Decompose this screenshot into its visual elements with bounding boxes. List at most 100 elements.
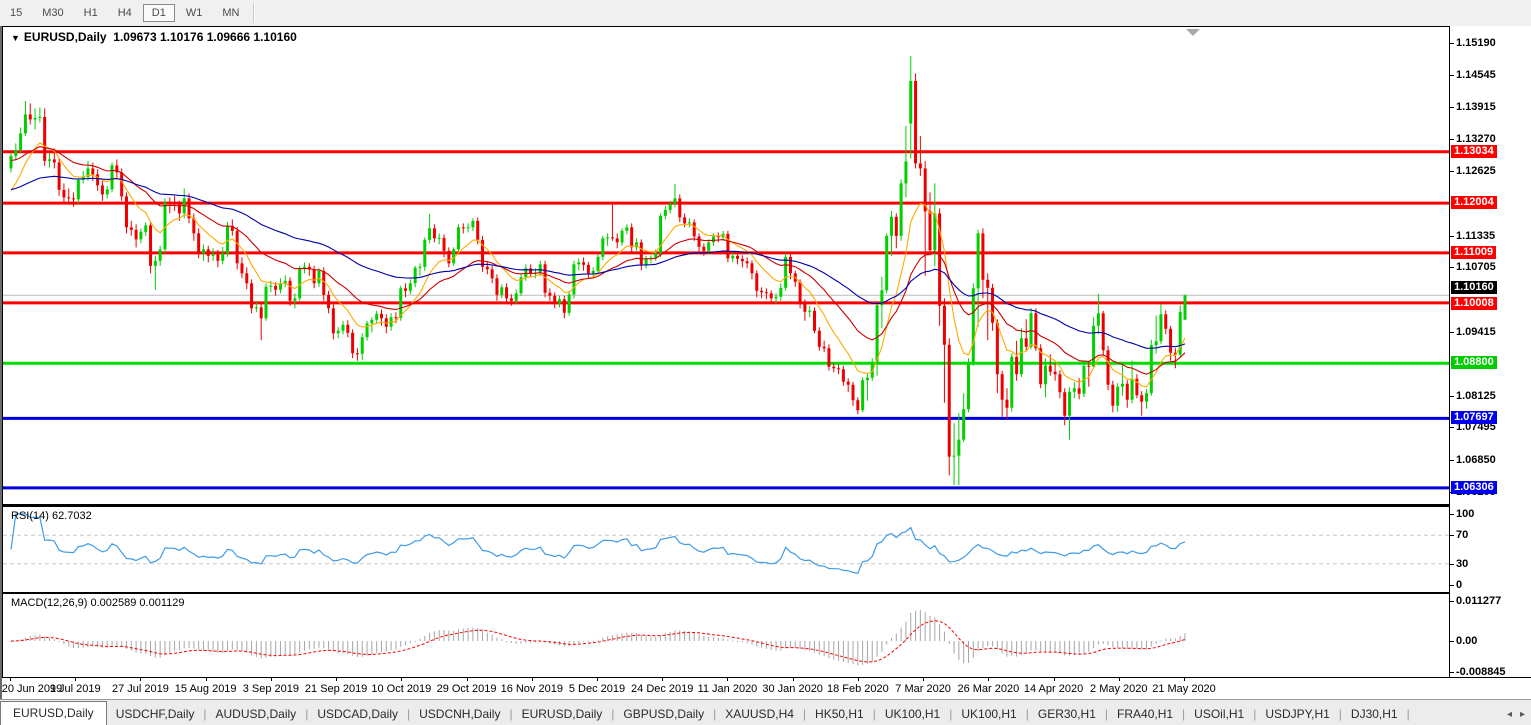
tab-separator: | (1253, 707, 1257, 721)
rsi-axis[interactable]: 100 70 30 0 (1449, 505, 1531, 592)
rsi-panel: RSI(14) 62.7032 100 70 30 0 (2, 505, 1531, 593)
tab-separator: | (611, 707, 615, 721)
date-tick (597, 678, 598, 681)
price-tick: 1.08125 (1450, 390, 1496, 402)
tab-separator: | (1182, 707, 1186, 721)
date-label: 26 Mar 2020 (957, 683, 1020, 695)
date-tick (662, 678, 664, 681)
macd-label: MACD(12,26,9) 0.002589 0.001129 (11, 597, 185, 609)
date-label: 18 Feb 2020 (826, 683, 889, 695)
tab-uk100-h1[interactable]: UK100,H1 (884, 707, 941, 721)
price-axis[interactable]: 1.15190 1.14545 1.13915 1.13270 1.12625 1.113… (1449, 26, 1531, 505)
tab-dj30-h1[interactable]: DJ30,H1 (1350, 707, 1398, 721)
macd-panel: MACD(12,26,9) 0.002589 0.001129 0.011277… (2, 592, 1531, 678)
date-tick (205, 678, 207, 681)
rsi-plot[interactable]: RSI(14) 62.7032 (2, 505, 1450, 593)
date-label: 5 Dec 2019 (568, 683, 626, 695)
price-badge: 1.12004 (1451, 196, 1497, 210)
tab-scroll-arrows: ◂ ▸ (1507, 709, 1531, 725)
symbol-dropdown-icon[interactable]: ▼ (11, 33, 20, 43)
date-tick (857, 678, 859, 681)
price-tick: 1.11335 (1450, 230, 1495, 242)
price-badge: 1.11009 (1451, 245, 1497, 259)
timeframe-button-M30[interactable]: M30 (42, 7, 64, 19)
tab-separator: | (1025, 707, 1029, 721)
tab-fra40-h1[interactable]: FRA40,H1 (1117, 707, 1174, 721)
chart-ohlc-values: 1.09673 1.10176 1.09666 1.10160 (113, 30, 297, 44)
tab-separator: | (1104, 707, 1109, 721)
macd-axis[interactable]: 0.011277 0.00 -0.008845 (1449, 592, 1531, 678)
date-label: 15 Aug 2019 (174, 683, 237, 695)
tab-separator: | (1406, 707, 1410, 721)
chart-tabbar: EURUSD,Daily USDCHF,Daily | AUDUSD,Daily | US… (0, 699, 1531, 725)
price-badge: 1.13034 (1451, 144, 1497, 158)
tab-separator: | (802, 707, 807, 721)
tab-usdchf-daily[interactable]: USDCHF,Daily (115, 707, 195, 721)
macd-plot[interactable]: MACD(12,26,9) 0.002589 0.001129 (2, 592, 1450, 678)
date-label: 21 May 2020 (1152, 683, 1216, 695)
tab-usdcnh-daily[interactable]: USDCNH,Daily (419, 707, 501, 721)
rsi-scale-label: 30 (1450, 558, 1468, 570)
price-plot[interactable]: ▼ EURUSD,Daily 1.09673 1.10176 1.09666 1.… (2, 26, 1450, 505)
tabs-scroll-left-icon[interactable]: ◂ (1506, 709, 1512, 720)
tab-separator: | (713, 707, 717, 721)
date-tick (1118, 678, 1120, 681)
tab-separator: | (509, 707, 513, 721)
tab-separator: | (203, 707, 207, 721)
date-tick (792, 678, 794, 681)
price-badge: 1.08800 (1451, 356, 1497, 370)
rsi-scale-label: 0 (1450, 579, 1462, 591)
chart-title: ▼ EURUSD,Daily 1.09673 1.10176 1.09666 1.… (11, 30, 297, 44)
tab-eurusd-daily[interactable]: EURUSD,Daily (521, 707, 603, 721)
timeframe-button-H1[interactable]: H1 (83, 7, 98, 19)
date-tick (336, 678, 338, 681)
price-tick: 1.07495 (1450, 421, 1496, 433)
date-label: 20 Jun 2019 (1, 683, 63, 695)
rsi-scale-label: 100 (1450, 508, 1474, 520)
timeframe-button-H4[interactable]: H4 (117, 7, 132, 19)
macd-scale-label: -0.008845 (1450, 666, 1506, 678)
date-tick (466, 678, 468, 681)
date-tick (1184, 678, 1185, 681)
macd-canvas[interactable] (3, 594, 1449, 675)
candlestick-canvas[interactable] (3, 27, 1449, 504)
tab-separator: | (872, 707, 876, 721)
tab-ger30-h1[interactable]: GER30,H1 (1037, 707, 1096, 721)
tab-uk100-h1[interactable]: UK100,H1 (961, 707, 1017, 721)
price-badge: 1.06306 (1451, 480, 1497, 494)
date-label: 16 Nov 2019 (500, 683, 563, 695)
date-axis[interactable]: 20 Jun 2019 9 Jul 2019 27 Jul 2019 15 Aug 2… (2, 677, 1531, 700)
rsi-canvas[interactable] (3, 507, 1449, 590)
tab-eurusd-daily[interactable]: EURUSD,Daily (0, 701, 107, 725)
tab-hk50-h1[interactable]: HK50,H1 (815, 707, 864, 721)
price-tick: 1.13915 (1450, 101, 1496, 113)
tab-xauusd-h4[interactable]: XAUUSD,H4 (725, 707, 794, 721)
timeframe-button-D1[interactable]: D1 (142, 4, 175, 22)
tab-usdjpy-h1[interactable]: USDJPY,H1 (1265, 707, 1330, 721)
date-label: 2 May 2020 (1090, 683, 1148, 695)
date-tick (727, 678, 729, 681)
timeframe-button-MN[interactable]: MN (222, 7, 240, 19)
rsi-label: RSI(14) 62.7032 (11, 510, 92, 522)
date-label: 3 Sep 2019 (242, 683, 300, 695)
tab-gbpusd-daily[interactable]: GBPUSD,Daily (623, 707, 705, 721)
price-tick: 1.12625 (1450, 165, 1496, 177)
date-label: 14 Apr 2020 (1023, 683, 1084, 695)
chart-symbol-label: EURUSD,Daily (23, 30, 107, 44)
date-label: 21 Sep 2019 (304, 683, 368, 695)
timeframe-button-15[interactable]: 15 (10, 7, 23, 19)
date-tick (531, 678, 533, 681)
tab-usdcad-daily[interactable]: USDCAD,Daily (317, 707, 398, 721)
timeframe-button-W1[interactable]: W1 (185, 7, 203, 19)
price-tick: 1.13270 (1450, 133, 1496, 145)
price-badge: 1.07697 (1451, 411, 1497, 425)
price-tick: 1.14545 (1450, 69, 1496, 81)
date-tick (140, 678, 142, 681)
date-label: 7 Mar 2020 (895, 683, 951, 695)
chart-frame: ▼ EURUSD,Daily 1.09673 1.10176 1.09666 1.… (0, 26, 1531, 700)
tab-usoil-h1[interactable]: USOil,H1 (1194, 707, 1245, 721)
tabs-scroll-right-icon[interactable]: ▸ (1519, 709, 1525, 720)
tab-audusd-daily[interactable]: AUDUSD,Daily (215, 707, 297, 721)
date-tick (1053, 678, 1055, 681)
